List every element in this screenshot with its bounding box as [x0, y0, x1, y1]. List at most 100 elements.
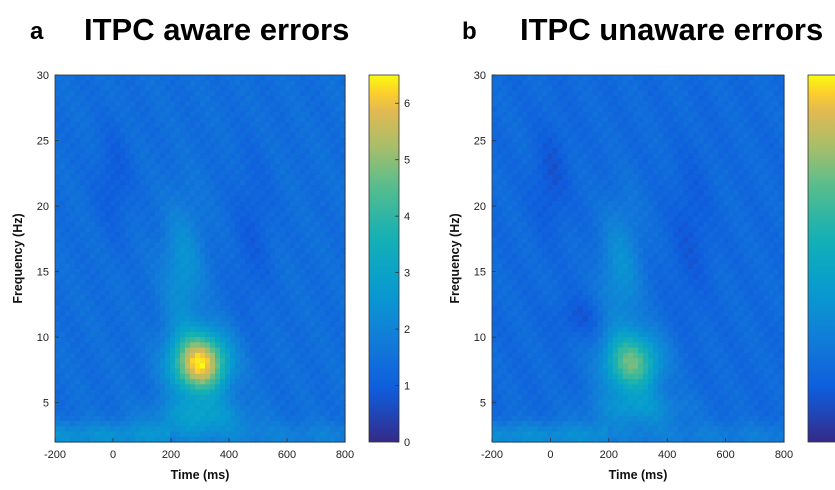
heatmap-cell [507, 75, 513, 81]
heatmap-cell [507, 227, 513, 233]
heatmap-cell [75, 116, 81, 123]
heatmap-cell [325, 352, 331, 359]
heatmap-cell [522, 373, 528, 380]
heatmap-cell [130, 127, 136, 134]
heatmap-cell [215, 116, 221, 123]
heatmap-cell [290, 127, 296, 134]
heatmap-cell [300, 431, 306, 438]
heatmap-cell [115, 274, 121, 281]
heatmap-cell [250, 310, 256, 317]
heatmap-cell [537, 258, 543, 265]
heatmap-cell [265, 363, 271, 370]
heatmap-cell [547, 169, 554, 176]
heatmap-cell [165, 206, 171, 212]
heatmap-cell [305, 310, 311, 317]
heatmap-cell [537, 237, 543, 244]
heatmap-cell [497, 258, 503, 265]
heatmap-cell [270, 75, 276, 81]
heatmap-cell [95, 164, 101, 170]
heatmap-cell [260, 415, 266, 422]
heatmap-cell [552, 216, 559, 223]
heatmap-cell [230, 368, 236, 375]
heatmap-cell [320, 268, 326, 275]
heatmap-cell [285, 426, 291, 433]
heatmap-cell [175, 111, 181, 118]
heatmap-cell [100, 352, 106, 359]
heatmap-cell [145, 421, 151, 427]
heatmap-cell [240, 111, 246, 118]
heatmap-cell [125, 221, 131, 228]
heatmap-cell [60, 326, 66, 333]
heatmap-cell [85, 237, 91, 244]
heatmap-cell [115, 347, 121, 354]
heatmap-cell [315, 347, 321, 354]
heatmap-cell [340, 200, 346, 207]
heatmap-cell [130, 258, 136, 265]
heatmap-cell [100, 169, 106, 176]
heatmap-cell [330, 284, 336, 291]
heatmap-cell [497, 75, 503, 81]
heatmap-cell [155, 431, 161, 438]
heatmap-cell [527, 310, 533, 317]
heatmap-cell [55, 143, 61, 149]
heatmap-cell [305, 101, 311, 108]
heatmap-cell [300, 279, 306, 286]
heatmap-cell [165, 200, 171, 207]
heatmap-cell [105, 132, 111, 139]
heatmap-cell [522, 347, 528, 354]
heatmap-cell [537, 127, 543, 134]
heatmap-cell [95, 405, 101, 412]
heatmap-cell [497, 242, 503, 249]
heatmap-cell [150, 305, 156, 312]
heatmap-cell [180, 158, 186, 165]
heatmap-cell [507, 200, 513, 207]
heatmap-cell [280, 274, 286, 281]
heatmap-cell [85, 253, 91, 260]
heatmap-cell [125, 185, 131, 191]
heatmap-cell [240, 75, 246, 81]
heatmap-cell [90, 143, 96, 149]
heatmap-cell [532, 232, 538, 239]
heatmap-cell [70, 90, 76, 97]
heatmap-cell [155, 421, 161, 427]
heatmap-cell [95, 206, 101, 212]
heatmap-cell [210, 316, 216, 323]
heatmap-cell [285, 169, 291, 176]
heatmap-cell [225, 137, 231, 144]
heatmap-cell [185, 284, 191, 291]
heatmap-cell [140, 384, 146, 391]
heatmap-cell [315, 153, 321, 160]
heatmap-cell [80, 321, 86, 328]
heatmap-cell [260, 279, 266, 286]
heatmap-cell [105, 316, 111, 323]
heatmap-cell [195, 101, 201, 108]
heatmap-cell [220, 258, 226, 265]
heatmap-cell [320, 274, 326, 281]
heatmap-cell [150, 368, 156, 375]
heatmap-cell [532, 295, 538, 302]
heatmap-cell [270, 195, 276, 202]
heatmap-cell [105, 400, 111, 406]
heatmap-cell [330, 331, 336, 338]
heatmap-cell [200, 316, 206, 323]
heatmap-cell [190, 148, 196, 155]
heatmap-cell [260, 368, 266, 375]
heatmap-cell [170, 127, 176, 134]
heatmap-cell [115, 431, 121, 438]
heatmap-cell [330, 164, 336, 170]
heatmap-cell [532, 384, 538, 391]
heatmap-cell [255, 279, 261, 286]
heatmap-cell [512, 164, 518, 170]
heatmap-cell [280, 106, 286, 113]
heatmap-cell [492, 227, 498, 233]
heatmap-cell [270, 90, 276, 97]
heatmap-cell [175, 368, 181, 375]
x-tick-label: 800 [336, 449, 354, 461]
heatmap-cell [240, 137, 246, 144]
heatmap-cell [517, 263, 523, 270]
heatmap-cell [60, 185, 66, 191]
heatmap-cell [140, 415, 146, 422]
heatmap-cell [90, 337, 96, 343]
heatmap-cell [180, 237, 186, 244]
